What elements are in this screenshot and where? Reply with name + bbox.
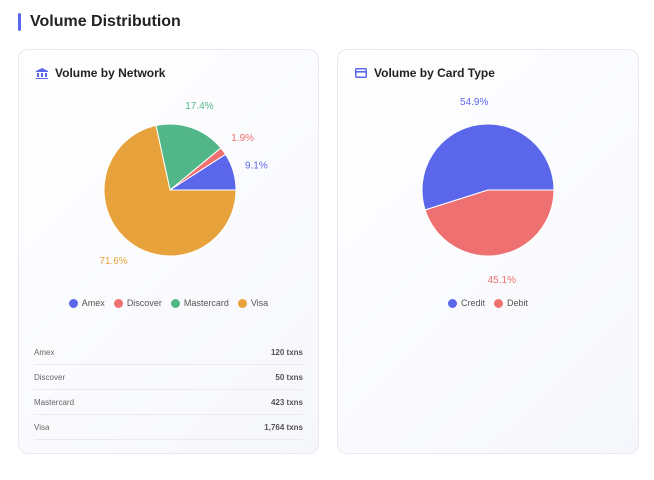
legend-item-discover[interactable]: Discover <box>113 298 162 308</box>
row-label: Amex <box>34 347 55 357</box>
table-row: Discover 50 txns <box>34 365 303 390</box>
row-value: 423 txns <box>270 397 303 407</box>
pie-slice-debit[interactable] <box>424 189 555 257</box>
network-table: Amex 120 txns Discover 50 txns Mastercard 4… <box>34 340 303 440</box>
bank-icon <box>36 67 48 79</box>
legend-swatch <box>447 298 457 308</box>
pie-label-mastercard: 17.4% <box>185 101 213 112</box>
row-label: Discover <box>34 372 66 382</box>
legend-label: Discover <box>126 298 162 308</box>
accent-bar <box>18 13 21 31</box>
legend-item-visa[interactable]: Visa <box>237 298 269 308</box>
row-value: 1,764 txns <box>264 422 303 432</box>
legend: Credit Debit <box>338 298 638 308</box>
legend: Amex Discover Mastercard Visa <box>19 298 318 308</box>
network-pie: 9.1% 1.9% 17.4% 71.6% <box>99 101 268 267</box>
pie-slice-visa[interactable] <box>103 124 237 257</box>
pie-label-visa: 71.6% <box>99 256 127 267</box>
legend-swatch <box>113 298 123 308</box>
card-type-card: Volume by Card Type 54.9% 45.1% Credit Deb… <box>337 49 639 454</box>
legend-swatch <box>170 298 180 308</box>
pie-label-debit: 45.1% <box>488 275 516 286</box>
legend-item-mastercard[interactable]: Mastercard <box>170 298 229 308</box>
network-card: Volume by Network 9.1% 1.9% 17.4% 71.6% Ame… <box>18 49 319 454</box>
section-header: Volume Distribution <box>18 13 181 31</box>
row-label: Mastercard <box>34 397 75 407</box>
pie-slice-credit[interactable] <box>421 123 555 211</box>
legend-swatch <box>68 298 78 308</box>
legend-label: Amex <box>81 298 105 308</box>
row-value: 120 txns <box>270 347 303 357</box>
legend-item-amex[interactable]: Amex <box>68 298 105 308</box>
pie-label-credit: 54.9% <box>460 97 488 108</box>
credit-card-icon <box>355 68 367 78</box>
section-title: Volume Distribution <box>30 13 181 30</box>
table-row: Amex 120 txns <box>34 340 303 365</box>
legend-item-credit[interactable]: Credit <box>447 298 485 308</box>
legend-item-debit[interactable]: Debit <box>494 298 528 308</box>
legend-label: Mastercard <box>183 298 229 308</box>
table-row: Visa 1,764 txns <box>34 415 303 440</box>
pie-label-discover: 1.9% <box>231 133 254 144</box>
legend-label: Debit <box>507 298 529 308</box>
chart-title: Volume by Network <box>55 66 166 80</box>
legend-swatch <box>494 298 503 308</box>
row-value: 50 txns <box>275 372 303 382</box>
pie-label-amex: 9.1% <box>245 161 268 172</box>
table-row: Mastercard 423 txns <box>34 390 303 415</box>
pie-slice-mastercard[interactable] <box>155 123 222 191</box>
chart-title: Volume by Card Type <box>374 66 495 80</box>
legend-label: Visa <box>250 298 269 308</box>
row-label: Visa <box>34 422 50 432</box>
card-type-pie: 54.9% 45.1% <box>421 97 555 286</box>
legend-label: Credit <box>460 298 485 308</box>
legend-swatch <box>237 298 247 308</box>
